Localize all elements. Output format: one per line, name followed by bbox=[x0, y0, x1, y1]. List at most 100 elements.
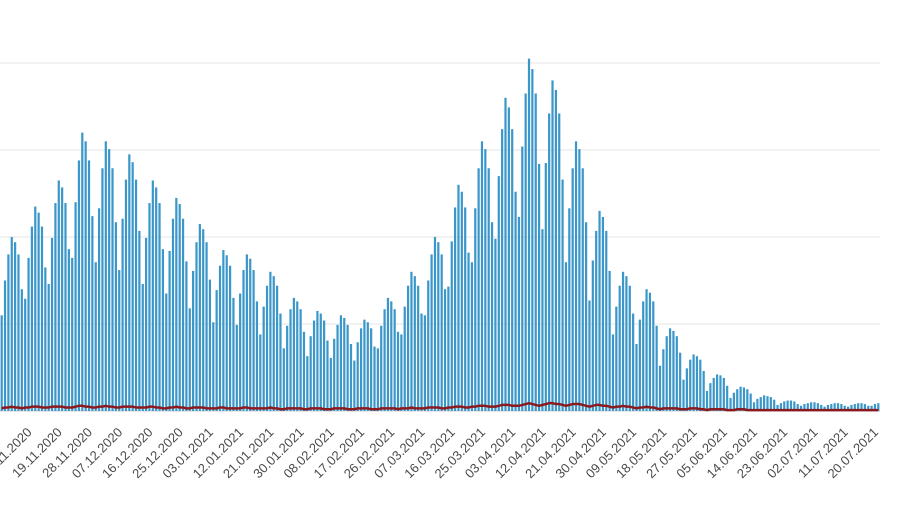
bar bbox=[286, 325, 289, 411]
bar bbox=[101, 168, 104, 411]
bar bbox=[232, 297, 235, 411]
bar bbox=[662, 349, 665, 411]
bar bbox=[50, 237, 54, 411]
bar bbox=[726, 385, 729, 411]
bar bbox=[695, 356, 699, 411]
bar bbox=[282, 348, 285, 411]
bar bbox=[615, 306, 618, 411]
bar bbox=[554, 89, 557, 411]
bar bbox=[151, 180, 154, 411]
bar bbox=[24, 298, 27, 411]
bar bbox=[54, 203, 57, 411]
bar bbox=[299, 309, 302, 411]
bar bbox=[655, 325, 658, 411]
bar bbox=[114, 222, 117, 411]
bar bbox=[564, 262, 568, 411]
bar bbox=[531, 69, 534, 411]
bar bbox=[689, 359, 692, 411]
bar bbox=[447, 286, 450, 411]
bar bbox=[685, 368, 688, 411]
bar bbox=[692, 354, 695, 411]
bar bbox=[121, 218, 124, 411]
bar bbox=[343, 317, 346, 411]
bar bbox=[581, 168, 584, 411]
bar bbox=[175, 197, 178, 411]
bar bbox=[474, 208, 477, 411]
bar bbox=[440, 254, 443, 411]
bar bbox=[259, 334, 262, 411]
bar bbox=[675, 336, 678, 411]
bar bbox=[464, 207, 467, 411]
bar bbox=[621, 271, 625, 411]
bar bbox=[605, 230, 608, 411]
bar bbox=[867, 405, 870, 411]
bar bbox=[67, 249, 70, 411]
bar bbox=[329, 357, 332, 411]
bar bbox=[638, 319, 641, 411]
bar bbox=[437, 242, 440, 411]
bar bbox=[124, 179, 128, 411]
bar bbox=[517, 216, 521, 411]
bar bbox=[30, 226, 34, 411]
bar bbox=[544, 163, 547, 411]
bar bbox=[323, 320, 326, 411]
bar bbox=[192, 270, 195, 411]
bar bbox=[729, 397, 732, 411]
bar bbox=[215, 290, 218, 411]
bar bbox=[44, 267, 47, 411]
bar bbox=[198, 223, 201, 411]
bar bbox=[598, 210, 601, 411]
bar bbox=[608, 270, 611, 411]
bar bbox=[134, 179, 138, 411]
bar bbox=[265, 285, 269, 411]
bar bbox=[366, 322, 369, 411]
bar bbox=[148, 203, 151, 411]
bar bbox=[736, 389, 739, 411]
bar bbox=[353, 360, 356, 411]
bar bbox=[208, 279, 212, 411]
bar bbox=[632, 313, 635, 411]
bar bbox=[541, 229, 544, 411]
bar bbox=[40, 226, 44, 411]
bar bbox=[386, 297, 390, 411]
bar bbox=[34, 206, 37, 411]
bar bbox=[64, 203, 67, 411]
bar bbox=[635, 344, 638, 411]
bar bbox=[84, 141, 87, 412]
bar bbox=[454, 207, 457, 411]
bar bbox=[789, 400, 793, 411]
bar bbox=[595, 230, 598, 411]
bar bbox=[171, 218, 175, 411]
bar bbox=[396, 331, 400, 411]
bar bbox=[255, 301, 259, 411]
bar bbox=[836, 403, 840, 411]
bar bbox=[249, 258, 252, 411]
bar bbox=[202, 229, 205, 411]
bar bbox=[245, 254, 248, 411]
bar bbox=[752, 402, 756, 411]
bar bbox=[702, 370, 705, 411]
bar bbox=[363, 319, 366, 411]
bar bbox=[766, 396, 769, 411]
bar bbox=[682, 379, 685, 411]
bar bbox=[61, 187, 64, 411]
bar bbox=[81, 132, 84, 411]
bar bbox=[816, 403, 819, 411]
bar bbox=[346, 324, 349, 411]
bar bbox=[863, 404, 866, 411]
bar bbox=[417, 285, 420, 411]
bar bbox=[504, 97, 507, 412]
bar bbox=[376, 348, 379, 411]
bar bbox=[823, 406, 826, 411]
bar bbox=[178, 203, 181, 411]
bar bbox=[7, 254, 10, 411]
bar bbox=[165, 293, 168, 411]
bar bbox=[460, 191, 463, 411]
bar bbox=[138, 230, 141, 411]
bar bbox=[645, 289, 648, 411]
bar bbox=[705, 390, 709, 411]
bar bbox=[406, 285, 410, 411]
bar bbox=[380, 325, 383, 411]
bar bbox=[161, 249, 165, 411]
